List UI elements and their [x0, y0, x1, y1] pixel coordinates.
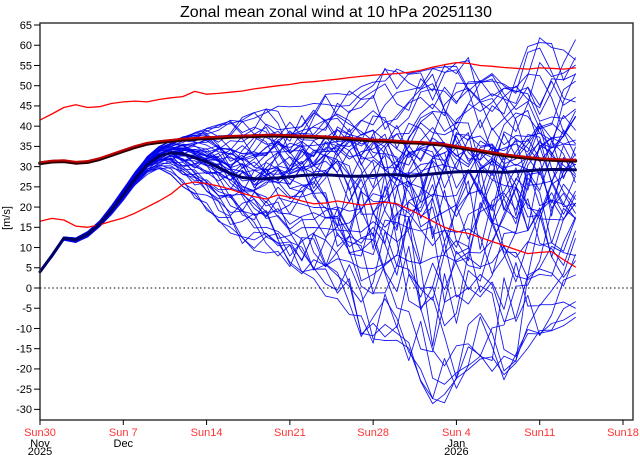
ensemble-member-line — [39, 57, 576, 273]
y-axis: 65605550454035302520151050-5-10-15-20-25… — [16, 20, 40, 416]
y-axis-unit-label: [m/s] — [1, 206, 13, 230]
x-tick-label-year: 2025 — [28, 446, 52, 455]
y-tick-label: 30 — [20, 161, 32, 173]
y-tick-label: 40 — [20, 121, 32, 133]
y-tick-label: 10 — [20, 242, 32, 254]
climatology-max-line — [39, 61, 577, 121]
ensemble-member-line — [39, 65, 576, 273]
ensemble-member-line — [39, 167, 576, 344]
ensemble-members — [39, 37, 576, 405]
y-tick-label: -15 — [16, 343, 32, 355]
ensemble-member-line — [39, 83, 576, 273]
x-tick-label-day: Sun14 — [191, 427, 223, 439]
x-tick-label-day: Sun30 — [24, 427, 56, 439]
ensemble-member-line — [39, 73, 576, 273]
y-tick-label: 5 — [26, 263, 32, 275]
y-tick-label: 50 — [20, 81, 32, 93]
y-tick-label: 35 — [20, 141, 32, 153]
x-tick-label-day: Sun11 — [524, 427, 555, 439]
y-tick-label: 45 — [20, 101, 32, 113]
x-tick-label-day: Sun21 — [274, 427, 306, 439]
x-tick-label-year: 2026 — [444, 446, 468, 455]
y-tick-label: 20 — [20, 202, 32, 214]
chart-title: Zonal mean zonal wind at 10 hPa 20251130 — [180, 4, 492, 21]
climatology-mean-line — [39, 133, 577, 164]
x-tick-label-month: Dec — [114, 438, 134, 450]
ensemble-member-line — [39, 154, 576, 357]
ensemble-member-line — [39, 167, 576, 347]
y-tick-label: 15 — [20, 222, 32, 234]
y-tick-label: -30 — [16, 404, 32, 416]
plot-frame — [39, 22, 634, 421]
y-tick-label: -20 — [16, 364, 32, 376]
ensemble-member-line — [39, 37, 576, 273]
y-tick-label: 55 — [20, 60, 32, 72]
y-tick-label: -5 — [22, 303, 32, 315]
y-tick-label: -10 — [16, 323, 32, 335]
y-tick-label: 65 — [20, 20, 32, 32]
y-tick-label: 25 — [20, 182, 32, 194]
x-tick-label-day: Sun 4 — [442, 427, 471, 439]
ensemble-member-line — [39, 129, 576, 273]
ensemble-mean-line — [38, 151, 577, 274]
x-tick-label-day: Sun18 — [607, 427, 639, 439]
y-tick-label: 60 — [20, 40, 32, 52]
x-tick-label-month: Jan — [448, 438, 466, 450]
x-tick-label-day: Sun 7 — [109, 427, 138, 439]
x-tick-label-day: Sun28 — [357, 427, 389, 439]
plot-area: 65605550454035302520151050-5-10-15-20-25… — [16, 20, 639, 455]
x-tick-label-month: Nov — [30, 438, 50, 450]
y-tick-label: 0 — [26, 283, 32, 295]
y-tick-label: -25 — [16, 384, 32, 396]
climatology-min-line — [39, 181, 577, 268]
